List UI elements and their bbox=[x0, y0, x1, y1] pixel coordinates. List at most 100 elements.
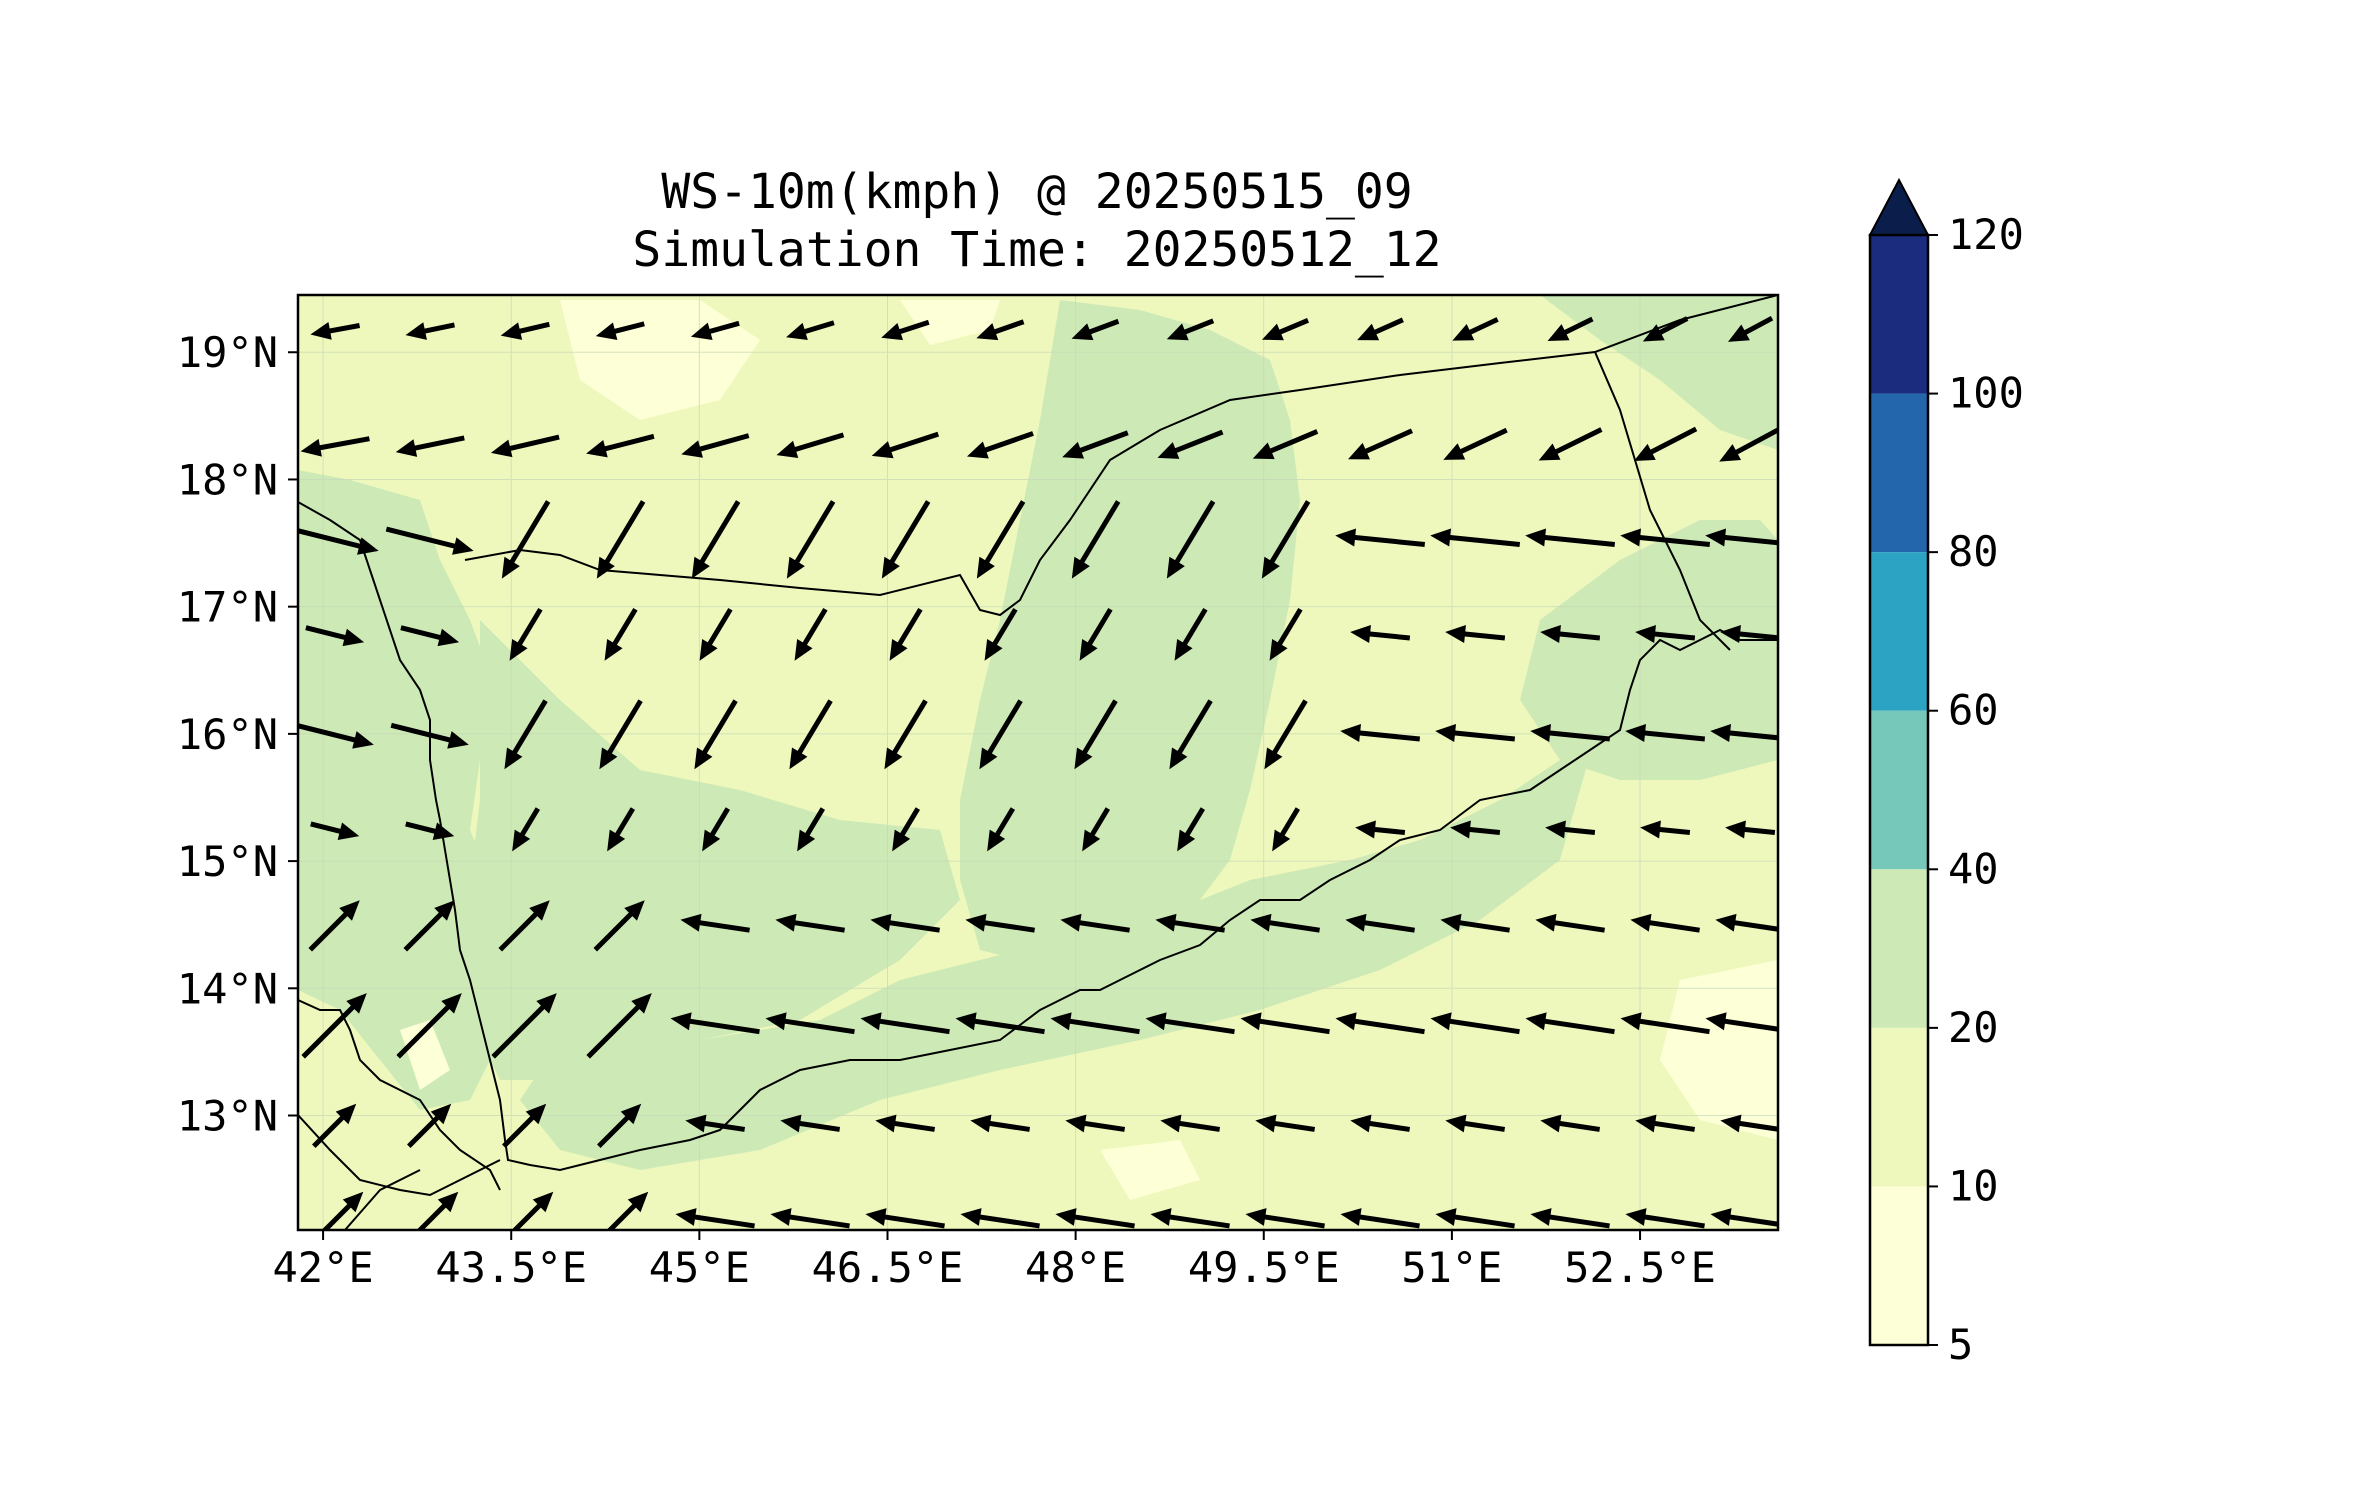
calm-zone-north bbox=[900, 300, 1000, 345]
wind-arrow bbox=[305, 625, 365, 647]
wind-arrow bbox=[675, 1208, 755, 1229]
map-title-line2: Simulation Time: 20250512_12 bbox=[632, 222, 1441, 278]
colorbar: 120 100 80 60 40 20 10 5 bbox=[1868, 177, 2024, 1369]
wind-arrow bbox=[1079, 607, 1113, 661]
colorbar-band bbox=[1870, 869, 1928, 1028]
wind-arrow bbox=[1157, 429, 1224, 459]
wind-arrow bbox=[1174, 607, 1208, 661]
wind-arrow bbox=[881, 319, 930, 341]
wind-arrow bbox=[298, 528, 379, 555]
wind-arrow bbox=[1705, 528, 1778, 547]
wind-arrow bbox=[1538, 427, 1603, 461]
wind-arrow bbox=[312, 1103, 357, 1148]
map-panel bbox=[298, 295, 1778, 1230]
colorbar-band bbox=[1870, 710, 1928, 870]
wind-arrow bbox=[1727, 315, 1774, 342]
wind-speed-20-40-zones bbox=[298, 295, 1778, 1170]
wind-arrow bbox=[694, 699, 738, 770]
longitude-axis: 42°E 43.5°E 45°E 46.5°E 48°E 49.5°E 51°E 52.5°E bbox=[273, 1230, 1716, 1292]
wind-arrow bbox=[395, 435, 465, 457]
wind-arrow bbox=[405, 322, 455, 340]
wind-arrow bbox=[1710, 724, 1778, 742]
wind-arrow bbox=[797, 807, 826, 852]
wind-arrow bbox=[604, 607, 638, 661]
wind-arrow bbox=[1252, 429, 1319, 460]
saudi-yemen-border bbox=[464, 295, 1778, 617]
wind-arrow bbox=[1255, 1114, 1316, 1133]
colorbar-label: 20 bbox=[1948, 1003, 1999, 1052]
wind-arrow bbox=[1345, 913, 1415, 933]
wind-arrow bbox=[871, 431, 940, 459]
colorbar-label: 100 bbox=[1948, 369, 2024, 418]
y-tick-label: 17°N bbox=[177, 583, 278, 632]
wind-arrow bbox=[606, 1191, 649, 1230]
wind-arrow bbox=[586, 993, 652, 1059]
wind-arrow bbox=[1062, 430, 1129, 459]
wind-arrow bbox=[1720, 625, 1778, 643]
wind-arrow bbox=[1450, 820, 1501, 839]
wind-arrow bbox=[500, 321, 550, 340]
wind-arrow bbox=[1547, 316, 1594, 342]
x-tick-label: 43.5°E bbox=[435, 1243, 587, 1292]
colorbar-label: 60 bbox=[1948, 686, 1999, 735]
wind-arrow bbox=[1245, 1208, 1325, 1229]
wind-arrow bbox=[586, 433, 655, 458]
wind-arrow bbox=[775, 913, 845, 933]
wind-arrow bbox=[691, 500, 741, 579]
wind-arrow bbox=[1719, 427, 1778, 462]
wind-arrow bbox=[597, 1103, 642, 1148]
wind-arrow bbox=[1440, 913, 1510, 933]
wind-arrow bbox=[1355, 820, 1406, 839]
wind-arrow bbox=[595, 321, 645, 340]
wind-arrow bbox=[1720, 1114, 1778, 1133]
wind-arrow bbox=[699, 607, 733, 661]
wind-arrow bbox=[765, 1012, 855, 1035]
wind-arrow bbox=[690, 320, 740, 341]
wind-arrow bbox=[1261, 500, 1311, 579]
wind-arrow bbox=[789, 699, 833, 770]
y-tick-label: 14°N bbox=[177, 964, 278, 1013]
wind-arrow bbox=[681, 433, 750, 458]
x-tick-label: 49.5°E bbox=[1188, 1243, 1340, 1292]
wind-arrow bbox=[976, 500, 1026, 579]
wind-arrow bbox=[1435, 724, 1516, 742]
wind-arrow bbox=[966, 431, 1034, 459]
wind-arrow bbox=[504, 699, 548, 770]
wind-arrow bbox=[1348, 428, 1413, 460]
wind-arrow bbox=[501, 500, 551, 579]
wind-arrow bbox=[979, 699, 1023, 770]
wind-arrow bbox=[1535, 913, 1605, 933]
wind-arrow bbox=[310, 821, 360, 840]
wind-arrow bbox=[308, 900, 360, 952]
wind-arrow bbox=[1445, 1114, 1506, 1133]
wind-arrow bbox=[1725, 820, 1776, 839]
wind-arrow bbox=[1635, 1114, 1696, 1133]
wind-arrow bbox=[1430, 1012, 1520, 1035]
wind-arrow bbox=[1335, 528, 1426, 547]
wind-arrow bbox=[593, 900, 645, 952]
wind-arrow bbox=[1160, 1114, 1221, 1133]
wind-arrow bbox=[1169, 699, 1213, 770]
y-tick-label: 13°N bbox=[177, 1092, 278, 1141]
wind-arrow bbox=[870, 913, 940, 933]
colorbar-band bbox=[1870, 552, 1928, 711]
zone-northeast bbox=[1540, 295, 1778, 450]
wind-arrow bbox=[1633, 426, 1698, 462]
wind-arrow bbox=[794, 607, 828, 661]
wind-arrow bbox=[1530, 724, 1611, 742]
wind-arrow bbox=[396, 993, 462, 1059]
african-coast-south bbox=[298, 1114, 501, 1197]
wind-arrow bbox=[1525, 528, 1616, 547]
y-tick-label: 15°N bbox=[177, 837, 278, 886]
wind-arrow bbox=[960, 1208, 1040, 1229]
wind-arrow bbox=[596, 500, 646, 579]
african-border bbox=[344, 1169, 421, 1230]
wind-arrow bbox=[300, 436, 370, 457]
wind-arrow bbox=[1177, 807, 1206, 852]
wind-arrow bbox=[670, 1012, 760, 1035]
y-tick-label: 19°N bbox=[177, 328, 278, 377]
wind-arrow bbox=[407, 1103, 452, 1148]
wind-arrow bbox=[1340, 724, 1421, 742]
wind-arrow bbox=[1350, 625, 1411, 643]
